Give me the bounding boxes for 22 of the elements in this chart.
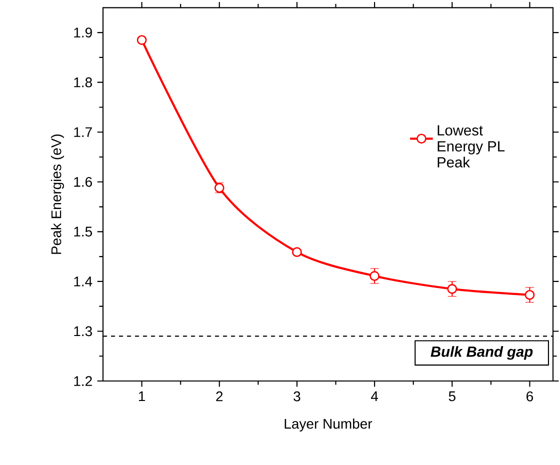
y-tick-label: 1.2 xyxy=(74,376,92,386)
point xyxy=(292,247,302,258)
x-axis-title: Layer Number xyxy=(284,418,372,432)
y-tick-label: 1.8 xyxy=(74,77,92,88)
y-tick-label: 1.4 xyxy=(74,276,92,286)
point xyxy=(524,290,535,300)
x-tick-label: 4 xyxy=(370,391,378,402)
ref-line-label: Bulk Band gap xyxy=(430,346,533,360)
y-tick-label: 1.7 xyxy=(74,127,92,137)
y-tick-label: 1.3 xyxy=(74,326,92,336)
x-tick-label: 2 xyxy=(216,391,223,402)
point xyxy=(447,284,458,294)
legend-label: Lowest Energy PL Peak xyxy=(438,125,505,168)
y-axis-title: Peak Energies (eV) xyxy=(50,134,64,254)
x-tick-label: 3 xyxy=(294,391,300,402)
y-tick-label: 1.9 xyxy=(74,28,92,38)
x-tick-label: 5 xyxy=(448,391,456,402)
y-tick-label: 1.6 xyxy=(74,176,92,187)
y-tick-label: 1.5 xyxy=(74,226,92,237)
x-tick-label: 6 xyxy=(526,391,534,402)
point xyxy=(370,271,380,281)
x-tick-label: 1 xyxy=(138,391,145,402)
